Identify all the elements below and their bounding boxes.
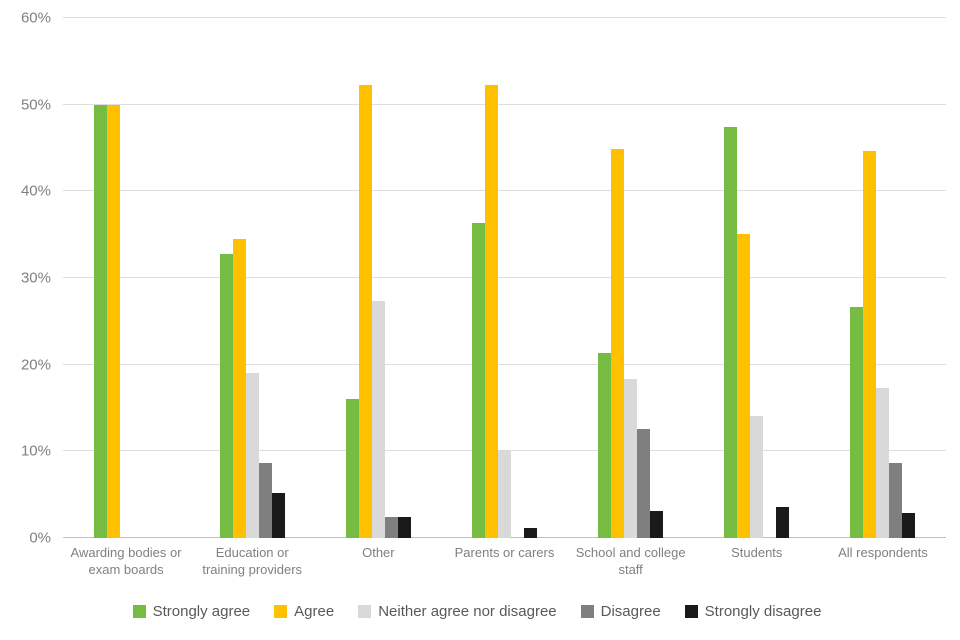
bar-group — [189, 18, 315, 538]
bar — [624, 378, 638, 538]
bar — [902, 512, 916, 538]
gridline — [63, 17, 946, 18]
bar-group — [568, 18, 694, 538]
bar — [232, 239, 246, 538]
chart-area: 0% 10% 20% 30% 40% 50% 60% — [8, 11, 946, 546]
legend-label: Strongly disagree — [704, 602, 822, 620]
bar — [384, 517, 398, 538]
x-category-label: Parents or carers — [454, 545, 555, 560]
y-tick-label: 20% — [20, 356, 51, 374]
legend-item: Strongly agree — [132, 602, 251, 620]
bar — [523, 528, 537, 538]
x-category-label: Other — [362, 545, 395, 560]
bar — [863, 151, 877, 538]
bar — [245, 373, 259, 538]
bar — [850, 307, 864, 538]
bar — [750, 415, 764, 538]
plot-area — [63, 17, 946, 538]
bar — [258, 462, 272, 538]
gridline — [63, 277, 946, 278]
legend-swatch-icon — [580, 604, 594, 618]
y-tick-label: 60% — [20, 9, 51, 27]
bar — [611, 148, 625, 538]
legend-label: Disagree — [600, 602, 661, 620]
x-category-label: All respondents — [838, 545, 928, 560]
bar-group — [694, 18, 820, 538]
x-category-label: Awarding bodies or exam boards — [70, 545, 182, 577]
legend: Strongly agree Agree Neither agree nor dis… — [8, 603, 946, 620]
bar — [358, 84, 372, 538]
bar-group — [315, 18, 441, 538]
bar — [497, 449, 511, 538]
x-category-label: Students — [731, 545, 783, 560]
bar — [106, 104, 120, 538]
legend-label: Strongly agree — [152, 602, 251, 620]
bar — [345, 399, 359, 538]
y-tick-label: 40% — [20, 182, 51, 200]
gridline — [63, 103, 946, 105]
y-tick-label: 50% — [20, 96, 51, 114]
gridline — [63, 363, 946, 365]
bar — [93, 104, 107, 538]
legend-label: Neither agree nor disagree — [378, 602, 557, 620]
bar — [598, 353, 612, 538]
bar — [371, 301, 385, 538]
bar — [484, 84, 498, 538]
legend-item: Strongly disagree — [684, 602, 822, 620]
x-category-label: Education or training providers — [202, 545, 303, 577]
legend-swatch-icon — [132, 604, 146, 618]
bar — [471, 222, 485, 538]
y-tick-label: 0% — [29, 529, 51, 547]
y-tick-label: 30% — [20, 269, 51, 287]
legend-swatch-icon — [684, 604, 698, 618]
legend-item: Agree — [274, 603, 334, 620]
legend-label: Agree — [294, 602, 335, 620]
bar — [776, 506, 790, 538]
bar-group — [441, 18, 567, 538]
bar — [737, 233, 751, 538]
y-axis: 0% 10% 20% 30% 40% 50% 60% — [8, 11, 63, 546]
bar — [271, 492, 285, 538]
bar-group — [820, 18, 946, 538]
x-category-label: School and college staff — [575, 545, 686, 577]
bar — [397, 517, 411, 538]
bar-group — [63, 18, 189, 538]
bar — [650, 511, 664, 538]
bar — [889, 463, 903, 538]
legend-swatch-icon — [358, 604, 372, 618]
bar-groups — [63, 18, 946, 538]
y-tick-label: 10% — [20, 442, 51, 460]
bar — [876, 388, 890, 538]
gridline — [63, 190, 946, 192]
x-axis: Awarding bodies or exam boards Education … — [63, 538, 946, 579]
bar — [637, 428, 651, 538]
bar — [219, 253, 233, 538]
legend-item: Disagree — [580, 602, 661, 620]
bar — [724, 127, 738, 538]
legend-item: Neither agree nor disagree — [358, 602, 557, 620]
legend-swatch-icon — [274, 604, 288, 618]
